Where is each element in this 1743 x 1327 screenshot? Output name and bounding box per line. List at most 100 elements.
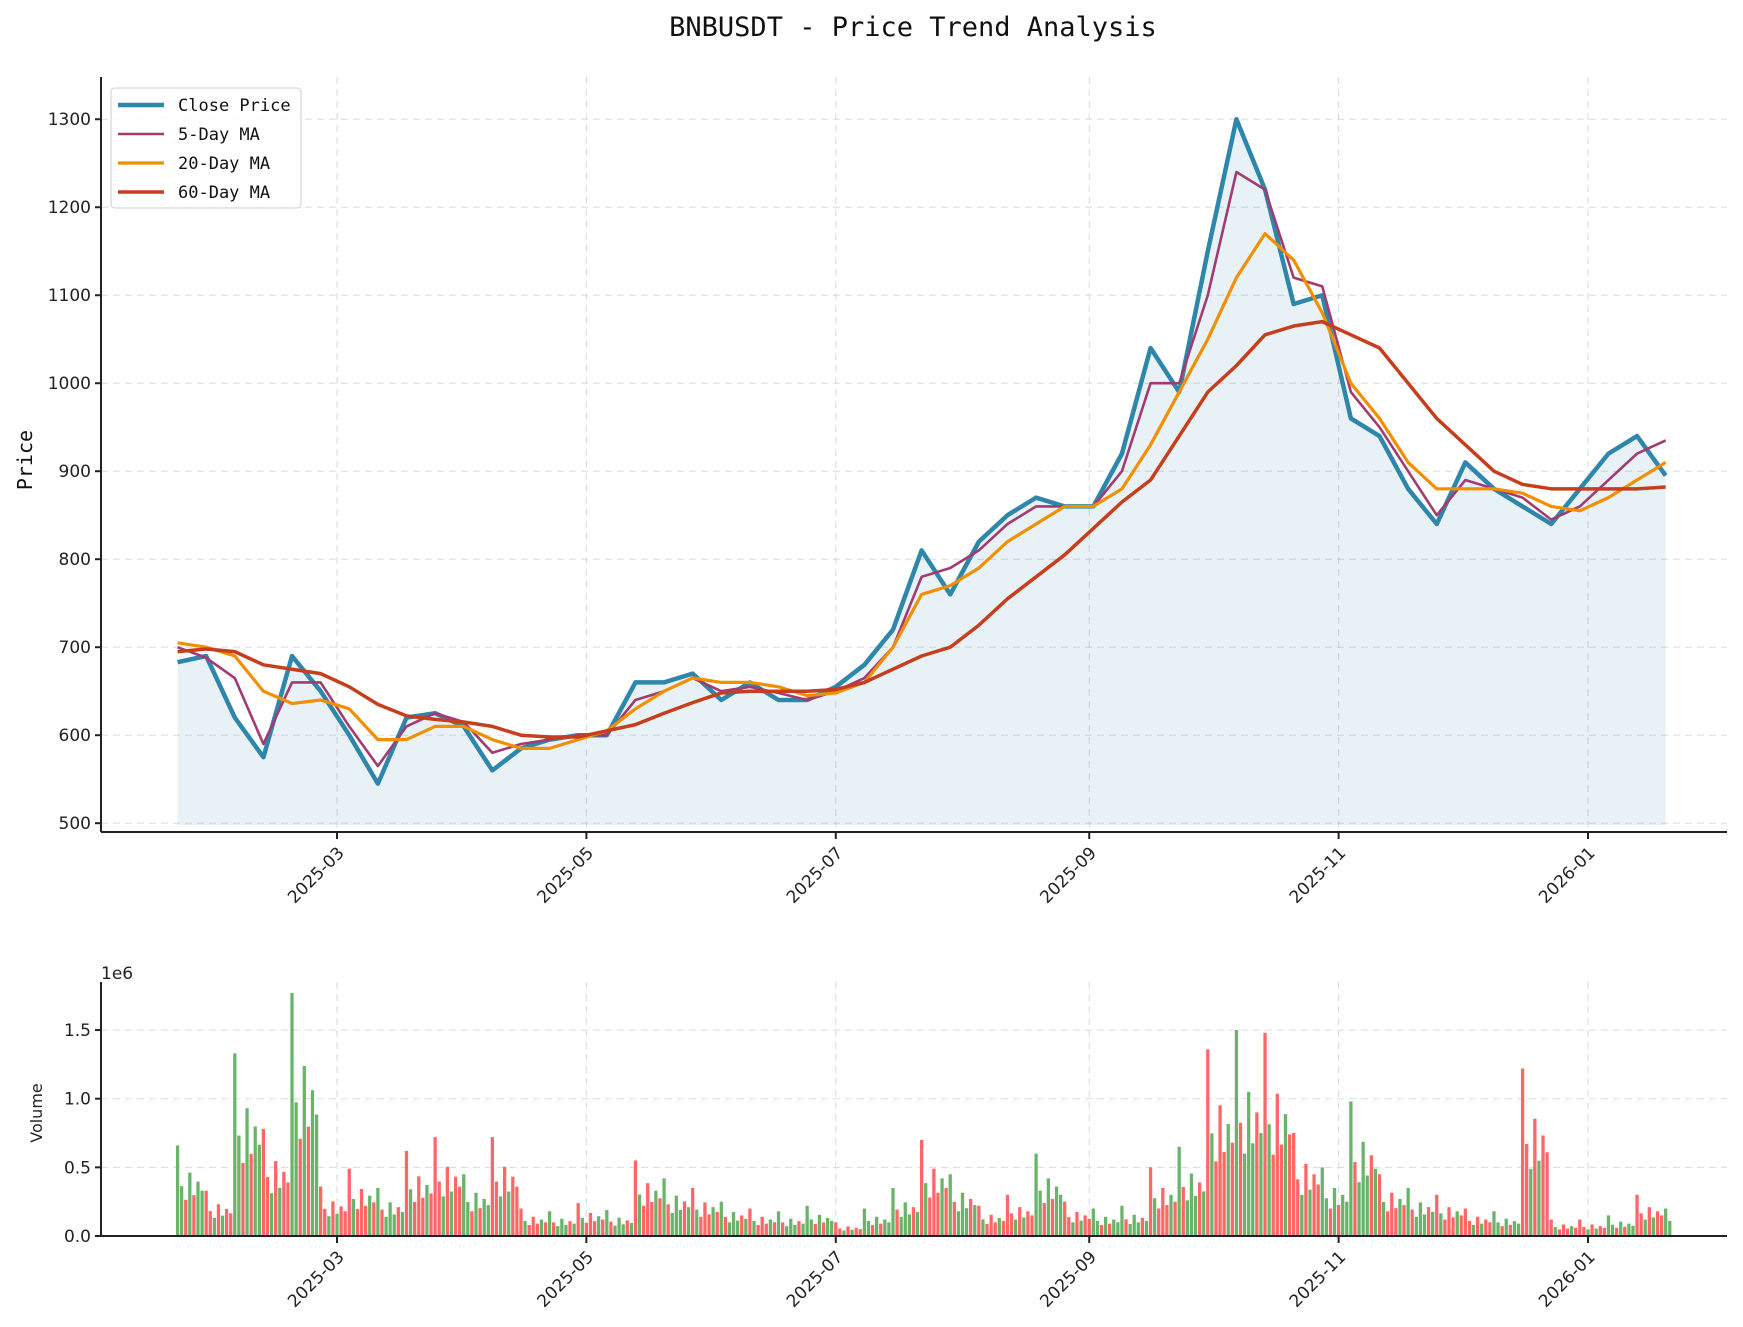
volume-bar <box>830 1220 834 1236</box>
volume-bar <box>1042 1203 1046 1236</box>
volume-bar <box>1651 1217 1656 1236</box>
volume-bar <box>1263 1032 1267 1236</box>
volume-bar <box>1296 1179 1300 1236</box>
volume-bar <box>1386 1211 1390 1236</box>
volume-bar <box>756 1225 760 1236</box>
volume-bar <box>462 1174 466 1236</box>
volume-bar <box>870 1225 875 1236</box>
price-y-tick: 1100 <box>48 286 91 306</box>
volume-bar <box>1181 1186 1185 1236</box>
volume-bar <box>363 1205 368 1236</box>
volume-bar <box>797 1221 801 1236</box>
volume-bar <box>1561 1224 1566 1236</box>
volume-bar <box>932 1168 936 1236</box>
volume-bar <box>233 1053 237 1236</box>
volume-bar <box>838 1228 842 1236</box>
volume-bar <box>1545 1152 1549 1236</box>
volume-bar <box>1614 1227 1619 1236</box>
volume-bar <box>413 1201 417 1236</box>
volume-bar <box>1324 1198 1328 1236</box>
volume-x-tick: 2025-03 <box>284 1247 348 1311</box>
volume-bar <box>1598 1226 1602 1236</box>
volume-bar <box>1516 1223 1521 1236</box>
volume-bar <box>1300 1194 1304 1236</box>
volume-bar <box>915 1211 920 1236</box>
volume-bar <box>306 1126 311 1236</box>
volume-bar <box>511 1176 515 1236</box>
volume-bar <box>1112 1219 1116 1236</box>
volume-bar <box>1058 1194 1063 1236</box>
volume-bar <box>1349 1101 1353 1236</box>
volume-y-tick: 0.5 <box>64 1158 91 1178</box>
legend-box <box>110 87 302 209</box>
volume-bar <box>1574 1227 1578 1236</box>
volume-bar <box>429 1193 433 1236</box>
volume-bar <box>1659 1215 1664 1236</box>
volume-bar <box>1320 1167 1324 1236</box>
volume-bar <box>1197 1182 1202 1236</box>
volume-bar <box>866 1220 871 1236</box>
volume-bar <box>466 1202 470 1236</box>
series-line-20-day-ma <box>177 232 1667 751</box>
volume-bar <box>731 1211 736 1236</box>
close-price-fill <box>177 119 1666 825</box>
volume-bar <box>891 1187 895 1236</box>
price-y-tick: 500 <box>59 814 91 834</box>
volume-bar <box>347 1168 351 1236</box>
volume-bar <box>633 1160 638 1236</box>
volume-bar <box>1594 1228 1598 1236</box>
volume-bar <box>911 1207 916 1236</box>
volume-bar <box>850 1229 854 1236</box>
volume-bar <box>257 1144 261 1236</box>
volume-bar <box>1533 1118 1537 1236</box>
volume-bar <box>1132 1214 1136 1236</box>
volume-bar <box>1602 1227 1606 1236</box>
volume-bar <box>597 1216 601 1236</box>
volume-bar <box>760 1216 764 1236</box>
volume-bar <box>1480 1223 1484 1236</box>
volume-bar <box>208 1211 212 1236</box>
price-x-tick: 2025-07 <box>783 843 847 907</box>
volume-bar <box>1144 1220 1149 1236</box>
price-y-tick: 1000 <box>48 374 91 394</box>
volume-bar <box>433 1137 437 1236</box>
volume-bar <box>1247 1091 1251 1236</box>
volume-x-tick: 2025-11 <box>1286 1247 1350 1311</box>
volume-bar <box>380 1209 384 1236</box>
volume-bar <box>568 1221 572 1236</box>
volume-bar <box>1631 1225 1635 1236</box>
price-y-tick: 800 <box>59 550 91 570</box>
volume-bar <box>821 1222 826 1236</box>
volume-bar <box>1467 1220 1472 1236</box>
volume-bar <box>519 1208 523 1236</box>
volume-bar <box>617 1217 621 1236</box>
volume-bar <box>1050 1198 1055 1236</box>
volume-bar <box>274 1161 278 1236</box>
volume-bar <box>854 1227 858 1236</box>
volume-bar <box>1259 1133 1263 1236</box>
volume-bar <box>470 1211 474 1236</box>
volume-bar <box>1410 1209 1414 1236</box>
volume-bar <box>907 1214 911 1236</box>
volume-bar <box>1414 1216 1418 1236</box>
volume-bar <box>1459 1215 1463 1236</box>
volume-bar <box>1140 1217 1145 1236</box>
volume-bar <box>601 1219 605 1236</box>
volume-bar <box>184 1199 188 1236</box>
volume-bar <box>1103 1216 1108 1236</box>
volume-bar <box>1549 1219 1553 1236</box>
volume-bar <box>1206 1049 1210 1236</box>
volume-bar <box>1500 1226 1504 1236</box>
volume-bar <box>1116 1222 1120 1236</box>
volume-bar <box>1079 1220 1083 1236</box>
volume-bar <box>1001 1220 1006 1236</box>
volume-bar <box>188 1172 192 1236</box>
volume-bar <box>699 1216 703 1236</box>
volume-bar <box>478 1208 482 1236</box>
volume-bar <box>768 1219 772 1236</box>
volume-bar <box>437 1181 441 1236</box>
volume-bar <box>335 1213 339 1236</box>
volume-bar <box>1034 1153 1038 1236</box>
price-x-tick: 2025-05 <box>534 843 598 907</box>
volume-bar <box>1488 1222 1492 1236</box>
